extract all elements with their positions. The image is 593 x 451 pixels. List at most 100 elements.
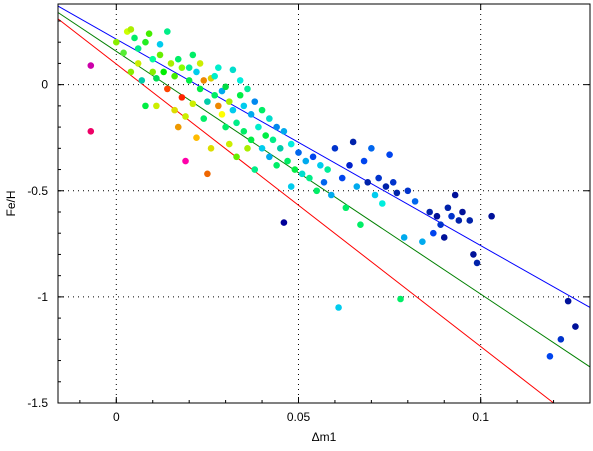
data-point — [280, 128, 288, 135]
data-point — [440, 234, 448, 241]
data-point — [287, 183, 295, 190]
data-point — [266, 115, 273, 122]
data-point — [546, 353, 554, 360]
data-points — [87, 26, 579, 360]
data-point — [433, 212, 441, 220]
data-point — [364, 178, 372, 186]
y-axis-label: Fe/H — [4, 190, 18, 216]
data-point — [211, 72, 218, 80]
data-point — [196, 60, 204, 67]
data-point — [229, 66, 237, 74]
data-point — [273, 161, 280, 169]
data-point — [236, 91, 244, 99]
y-tick-label: -0.5 — [27, 184, 48, 198]
grid-lines — [58, 4, 590, 403]
data-point — [218, 111, 226, 118]
data-point — [273, 123, 280, 131]
data-point — [437, 221, 444, 229]
data-point — [134, 45, 142, 52]
data-point — [196, 85, 204, 93]
data-point — [400, 234, 408, 241]
data-point — [353, 183, 361, 190]
data-point — [331, 145, 339, 152]
data-point — [368, 145, 375, 152]
fit-line — [57, 18, 554, 404]
data-point — [349, 138, 357, 146]
data-point — [131, 34, 138, 42]
data-point — [127, 68, 135, 76]
data-point — [262, 132, 269, 139]
data-point — [113, 38, 120, 46]
data-point — [211, 91, 218, 99]
data-point — [572, 323, 579, 330]
data-point — [276, 145, 284, 152]
data-point — [182, 113, 189, 120]
data-point — [120, 49, 127, 57]
data-point — [193, 68, 200, 76]
data-point — [448, 212, 455, 220]
data-point — [397, 295, 404, 303]
data-point — [229, 106, 237, 114]
data-point — [240, 128, 248, 135]
data-point — [160, 68, 167, 76]
data-point — [306, 174, 313, 182]
data-point — [182, 157, 189, 165]
data-point — [153, 102, 160, 110]
data-point — [200, 115, 208, 122]
data-point — [557, 336, 565, 343]
data-point — [207, 145, 215, 152]
data-point — [185, 64, 193, 71]
data-point — [451, 191, 459, 199]
plot-frame — [57, 3, 591, 404]
data-point — [164, 28, 171, 35]
data-point — [138, 77, 146, 84]
data-point — [346, 161, 353, 169]
fit-line — [57, 5, 591, 308]
data-point — [459, 208, 466, 216]
data-point — [371, 191, 379, 199]
data-point — [324, 166, 331, 173]
data-point — [87, 128, 95, 135]
data-point — [284, 157, 291, 165]
data-point — [287, 140, 295, 148]
data-point — [255, 123, 262, 131]
y-tick-label: -1.5 — [27, 396, 48, 410]
axis-ticks: 0 0.05 0.1 0 -0.5 -1 -1.5 — [27, 4, 590, 424]
data-point — [178, 94, 186, 101]
data-point — [251, 166, 259, 173]
data-point — [185, 77, 193, 84]
data-point — [430, 229, 437, 237]
data-point — [222, 123, 229, 131]
fit-line — [57, 12, 591, 368]
data-point — [466, 217, 474, 224]
data-point — [167, 60, 175, 67]
data-point — [178, 64, 186, 71]
data-point — [156, 51, 164, 59]
data-point — [269, 136, 277, 144]
data-point — [222, 83, 229, 91]
x-axis-label: Δm1 — [312, 430, 337, 444]
data-point — [189, 100, 197, 108]
data-point — [258, 106, 266, 114]
data-point — [342, 204, 350, 212]
data-point — [313, 187, 321, 195]
data-point — [244, 145, 251, 152]
data-point — [389, 178, 397, 186]
data-point — [247, 136, 255, 144]
data-point — [189, 51, 197, 59]
data-point — [247, 111, 255, 118]
data-point — [335, 304, 342, 311]
data-point — [320, 178, 328, 186]
data-point — [444, 204, 452, 212]
data-point — [174, 123, 182, 131]
data-point — [309, 153, 317, 161]
data-point — [145, 30, 153, 38]
data-point — [360, 157, 368, 165]
data-point — [338, 174, 346, 182]
data-point — [134, 60, 142, 67]
data-point — [426, 208, 433, 216]
data-point — [473, 259, 481, 267]
data-point — [204, 98, 211, 105]
data-point — [142, 38, 149, 46]
data-point — [225, 140, 233, 148]
